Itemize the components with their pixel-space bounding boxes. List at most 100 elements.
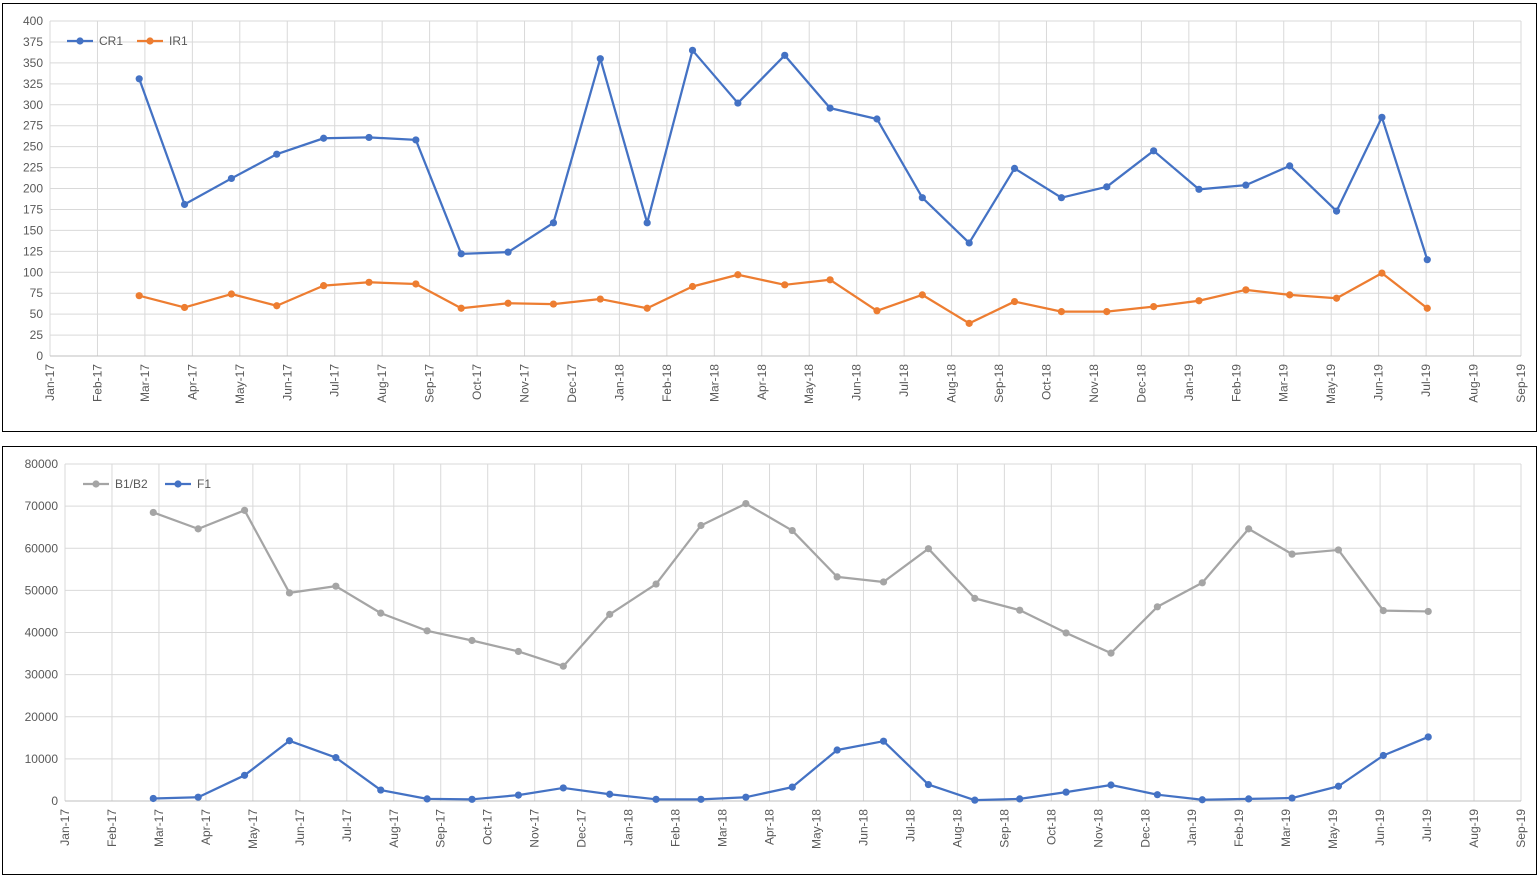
- x-tick-label: Apr-17: [185, 364, 199, 400]
- data-point-cr1: [1286, 162, 1294, 170]
- data-point-cr1: [596, 55, 604, 63]
- data-point-f1: [652, 795, 660, 803]
- data-point-ir1: [180, 303, 189, 312]
- y-tick-label: 300: [23, 98, 43, 112]
- data-point-b1-b2: [1424, 607, 1432, 616]
- y-tick-label: 400: [23, 14, 43, 28]
- series-line-ir1: [138, 271, 1428, 325]
- series-line-f1: [153, 735, 1429, 802]
- x-tick-label: Mar-19: [1279, 809, 1293, 847]
- data-point-cr1: [1010, 164, 1019, 172]
- x-tick-label: Sep-18: [992, 364, 1006, 403]
- data-point-b1-b2: [240, 506, 249, 514]
- data-point-b1-b2: [697, 521, 705, 530]
- data-point-cr1: [643, 219, 651, 227]
- y-tick-label: 275: [23, 119, 43, 133]
- x-tick-label: Feb-19: [1232, 809, 1246, 847]
- data-point-b1-b2: [194, 525, 202, 533]
- data-point-b1-b2: [788, 526, 796, 535]
- data-point-b1-b2: [1016, 606, 1024, 614]
- data-point-ir1: [412, 280, 420, 288]
- x-tick-label: Jan-18: [612, 364, 626, 401]
- legend-swatch-marker: [92, 480, 100, 488]
- data-point-f1: [1334, 782, 1343, 790]
- data-point-f1: [1107, 781, 1115, 789]
- x-tick-label: Jul-17: [340, 809, 354, 842]
- y-tick-label: 20000: [25, 710, 59, 724]
- x-tick-label: May-19: [1324, 364, 1338, 404]
- legend-item-cr1: CR1: [67, 34, 123, 48]
- data-point-cr1: [965, 239, 973, 247]
- y-tick-label: 175: [23, 202, 43, 216]
- x-tick-label: Jun-17: [293, 809, 307, 846]
- line-chart-b1b2-f1: 0 10000 20000 30000 40000 50000 60000 70000 8000…: [25, 457, 1528, 849]
- data-point-cr1: [1242, 181, 1250, 189]
- data-point-b1-b2: [149, 508, 157, 517]
- x-tick-label: Sep-18: [997, 809, 1011, 848]
- y-tick-label: 150: [23, 223, 43, 237]
- y-tick-label: 0: [51, 794, 58, 808]
- x-tick-label: Jun-18: [850, 364, 864, 401]
- data-point-cr1: [688, 46, 697, 54]
- y-tick-label: 350: [23, 56, 43, 70]
- data-point-ir1: [873, 307, 881, 315]
- x-tick-label: Nov-17: [518, 364, 532, 403]
- data-point-ir1: [549, 300, 558, 308]
- x-tick-label: Feb-19: [1229, 364, 1243, 402]
- data-point-ir1: [1242, 286, 1250, 294]
- data-point-ir1: [1150, 302, 1158, 311]
- data-point-ir1: [1378, 269, 1386, 277]
- legend-item-f1: F1: [165, 477, 211, 491]
- data-point-ir1: [781, 281, 789, 289]
- data-point-ir1: [273, 302, 281, 310]
- data-point-cr1: [227, 174, 236, 183]
- data-point-b1-b2: [742, 499, 750, 508]
- data-point-cr1: [918, 194, 926, 202]
- x-tick-label: Aug-18: [945, 364, 959, 403]
- data-point-f1: [377, 786, 385, 794]
- data-point-ir1: [965, 319, 973, 327]
- data-point-f1: [1016, 795, 1024, 803]
- data-point-f1: [1245, 795, 1253, 803]
- data-point-b1-b2: [1245, 525, 1253, 533]
- data-point-f1: [194, 793, 202, 801]
- data-point-ir1: [1103, 308, 1111, 316]
- x-tick-label: Feb-17: [105, 809, 119, 847]
- x-tick-label: Jul-19: [1419, 364, 1433, 397]
- x-tick-label: Jan-19: [1182, 364, 1196, 401]
- y-tick-label: 40000: [25, 626, 59, 640]
- data-point-b1-b2: [514, 647, 523, 656]
- data-point-cr1: [734, 99, 742, 107]
- x-tick-label: Dec-17: [575, 809, 589, 848]
- series-line-cr1: [138, 49, 1429, 261]
- data-point-cr1: [549, 219, 558, 227]
- x-tick-label: May-17: [246, 809, 260, 849]
- data-point-b1-b2: [1062, 629, 1070, 637]
- data-point-f1: [149, 794, 157, 803]
- legend-swatch-marker: [76, 37, 84, 45]
- data-point-f1: [879, 737, 888, 745]
- data-point-ir1: [1057, 308, 1066, 316]
- legend-swatch-marker: [174, 480, 182, 488]
- x-tick-label: May-19: [1326, 809, 1340, 849]
- data-point-f1: [332, 754, 340, 762]
- y-tick-label: 0: [36, 349, 43, 363]
- x-tick-label: May-18: [802, 364, 816, 404]
- x-tick-label: Apr-18: [763, 809, 777, 845]
- data-point-b1-b2: [377, 609, 385, 617]
- x-tick-label: Apr-17: [199, 809, 213, 845]
- x-tick-label: Jun-19: [1372, 364, 1386, 401]
- legend-label: CR1: [99, 34, 123, 48]
- x-tick-label: May-17: [233, 364, 247, 404]
- data-point-cr1: [826, 104, 834, 112]
- y-tick-label: 75: [30, 286, 44, 300]
- data-point-b1-b2: [1379, 606, 1387, 615]
- data-point-cr1: [873, 115, 881, 123]
- y-tick-label: 60000: [25, 541, 59, 555]
- data-point-ir1: [688, 282, 697, 291]
- data-point-f1: [423, 795, 431, 803]
- x-tick-label: Oct-18: [1044, 809, 1058, 845]
- data-point-ir1: [1332, 294, 1341, 302]
- x-tick-label: Dec-18: [1138, 809, 1152, 848]
- data-point-cr1: [1150, 147, 1158, 155]
